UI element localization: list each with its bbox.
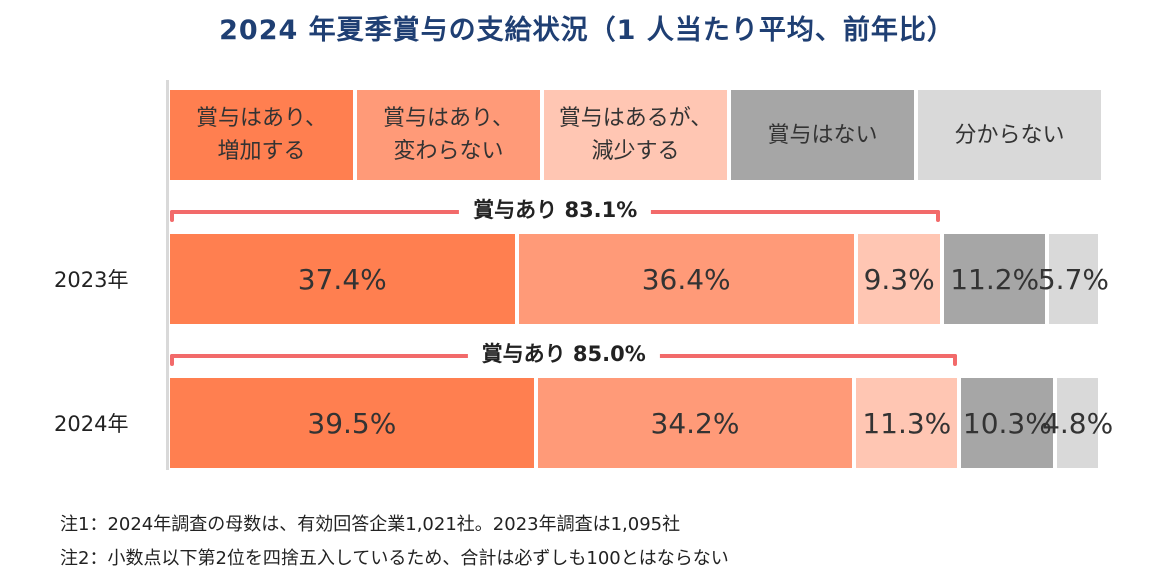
legend-item: 分からない xyxy=(918,90,1101,180)
bar-segment: 5.7% xyxy=(1038,234,1109,324)
legend-label: 賞与はあり、 変わらない xyxy=(382,106,515,164)
bracket-annotation: 賞与あり 83.1% xyxy=(459,194,652,224)
bar-segment: 39.5% xyxy=(170,378,534,468)
data-label: 11.3% xyxy=(862,406,952,440)
data-label: 4.8% xyxy=(1042,406,1114,440)
data-label: 5.7% xyxy=(1037,262,1109,296)
chart-title: 2024 年夏季賞与の支給状況（1 人当たり平均、前年比） xyxy=(219,15,955,46)
legend-item: 賞与はあるが、 減少する xyxy=(544,90,727,180)
footnote-2: 注2：小数点以下第2位を四捨五入しているため、合計は必ずしも100とはならない xyxy=(60,548,729,569)
bar-segment: 11.2% xyxy=(944,234,1045,324)
bar-segment: 34.2% xyxy=(537,378,853,468)
legend-label: 分からない xyxy=(954,122,1065,148)
data-label: 39.5% xyxy=(307,406,397,440)
legend-label: 賞与はない xyxy=(767,122,878,148)
bar-segment: 10.3% xyxy=(961,378,1054,468)
bar-segment: 4.8% xyxy=(1042,378,1113,468)
bar-segment: 36.4% xyxy=(518,234,854,324)
bracket-annotation: 賞与あり 85.0% xyxy=(467,338,660,368)
data-label: 10.3% xyxy=(962,406,1052,440)
bonus-total-bracket: 賞与あり 83.1% xyxy=(170,194,941,224)
bracket-tick-left xyxy=(170,210,174,222)
category-axis-line xyxy=(166,80,169,470)
legend-item: 賞与はない xyxy=(731,90,914,180)
bracket-tick-left xyxy=(170,354,174,366)
bar-segment: 9.3% xyxy=(857,234,941,324)
data-label: 11.2% xyxy=(950,262,1040,296)
category-label: 2023年 xyxy=(54,268,129,292)
bar-segment: 37.4% xyxy=(170,234,515,324)
bracket-tick-right xyxy=(936,210,941,222)
data-label: 36.4% xyxy=(641,262,731,296)
legend-item: 賞与はあり、 増加する xyxy=(170,90,353,180)
category-label: 2024年 xyxy=(54,412,129,436)
legend-label: 賞与はあり、 増加する xyxy=(195,106,328,164)
legend-item: 賞与はあり、 変わらない xyxy=(357,90,540,180)
bracket-tick-right xyxy=(953,354,958,366)
data-label: 9.3% xyxy=(863,262,935,296)
bonus-total-bracket: 賞与あり 85.0% xyxy=(170,338,958,368)
legend-label: 賞与はあるが、 減少する xyxy=(558,106,713,164)
data-label: 34.2% xyxy=(650,406,740,440)
bar-segment: 11.3% xyxy=(856,378,958,468)
footnote-1: 注1：2024年調査の母数は、有効回答企業1,021社。2023年調査は1,09… xyxy=(60,514,681,535)
data-label: 37.4% xyxy=(297,262,387,296)
